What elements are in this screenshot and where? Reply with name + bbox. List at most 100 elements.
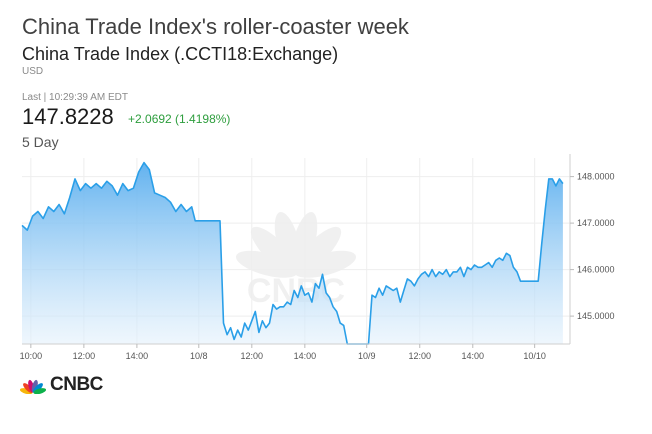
data-point [32,215,34,217]
data-point [170,201,172,203]
data-point [392,290,394,292]
data-point [58,204,60,206]
data-point [562,183,564,185]
data-point [537,280,539,282]
data-point [559,178,561,180]
data-point [382,294,384,296]
data-point [226,334,228,336]
price-change: +2.0692 (1.4198%) [128,112,231,126]
data-point [286,301,288,303]
data-point [453,271,455,273]
data-point [523,280,525,282]
data-point [400,301,402,303]
data-point [318,287,320,289]
data-point [258,332,260,334]
data-point [545,208,547,210]
data-point [230,327,232,329]
data-point [111,185,113,187]
data-point [311,301,313,303]
data-point [389,287,391,289]
data-point [164,197,166,199]
data-point [322,274,324,276]
data-point [339,322,341,324]
last-update-time: Last | 10:29:39 AM EDT [22,92,128,103]
data-point [516,271,518,273]
data-point [449,276,451,278]
x-tick-label: 14:00 [294,351,317,361]
data-point [64,213,66,215]
data-point [343,325,345,327]
data-point [205,220,207,222]
data-point [106,181,108,183]
data-point [495,260,497,262]
data-point [194,220,196,222]
data-point [378,287,380,289]
data-point [53,211,55,213]
data-point [385,285,387,287]
data-point [491,267,493,269]
data-point [304,294,306,296]
x-axis: 10:00 12:00 14:00 10/8 12:00 14:00 10/9 12:00 14… [20,343,570,361]
data-point [293,290,295,292]
data-point [431,269,433,271]
data-point [403,290,405,292]
data-point [80,190,82,192]
data-point [336,311,338,313]
x-tick-label: 10:00 [20,351,43,361]
data-point [315,283,317,285]
data-point [428,276,430,278]
data-point [474,264,476,266]
cnbc-peacock-icon [20,379,46,394]
data-point [527,280,529,282]
data-point [456,271,458,273]
data-point [410,280,412,282]
data-point [484,264,486,266]
data-point [435,276,437,278]
data-point [69,197,71,199]
data-point [186,211,188,213]
data-point [276,308,278,310]
data-point [534,280,536,282]
data-point [85,183,87,185]
x-tick-label: 12:00 [241,351,264,361]
data-point [446,269,448,271]
data-point [233,339,235,341]
data-point [417,278,419,280]
cnbc-logo[interactable]: CNBC [20,374,103,396]
data-point [470,269,472,271]
data-point [297,297,299,299]
data-point [552,178,554,180]
data-point [499,257,501,259]
data-point [548,178,550,180]
data-point [396,287,398,289]
y-tick-label: 146.0000 [577,265,615,275]
y-tick-label: 147.0000 [577,218,615,228]
data-point [414,285,416,287]
data-point [159,194,161,196]
data-point [272,304,274,306]
data-point [209,220,211,222]
data-point [143,162,145,164]
data-point [265,327,267,329]
data-point [463,276,465,278]
data-point [101,187,103,189]
y-tick-label: 145.0000 [577,311,615,321]
last-price: 147.8228 [22,104,114,129]
x-tick-label: 14:00 [126,351,149,361]
y-tick-label: 148.0000 [577,172,615,182]
data-point [332,306,334,308]
data-point [279,306,281,308]
data-point [175,211,177,213]
data-point [530,280,532,282]
time-period-label: 5 Day [22,134,59,150]
data-point [149,169,151,171]
instrument-name[interactable]: China Trade Index (.CCTI18:Exchange) [22,44,339,64]
x-tick-label: 14:00 [462,351,485,361]
data-point [251,320,253,322]
data-point [424,271,426,273]
data-point [269,322,271,324]
data-point [506,253,508,255]
data-point [329,297,331,299]
data-point [95,183,97,185]
